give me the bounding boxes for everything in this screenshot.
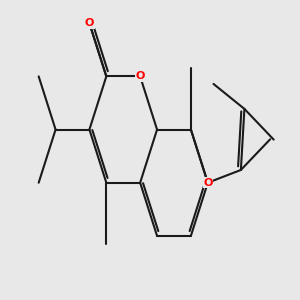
Text: O: O [136,71,145,81]
Text: O: O [85,18,94,28]
Text: O: O [203,178,212,188]
